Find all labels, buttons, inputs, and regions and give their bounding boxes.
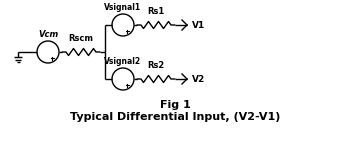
Text: Vsignal2: Vsignal2 [104,57,141,66]
Text: Rs2: Rs2 [147,61,164,70]
Text: Vcm: Vcm [38,30,58,39]
Text: Rs1: Rs1 [147,7,164,16]
Text: Rscm: Rscm [69,34,93,43]
Text: V2: V2 [192,74,205,84]
Text: V1: V1 [192,20,205,29]
Text: Fig 1: Fig 1 [160,100,190,110]
Text: Typical Differential Input, (V2-V1): Typical Differential Input, (V2-V1) [70,112,280,122]
Text: Vsignal1: Vsignal1 [104,3,141,12]
